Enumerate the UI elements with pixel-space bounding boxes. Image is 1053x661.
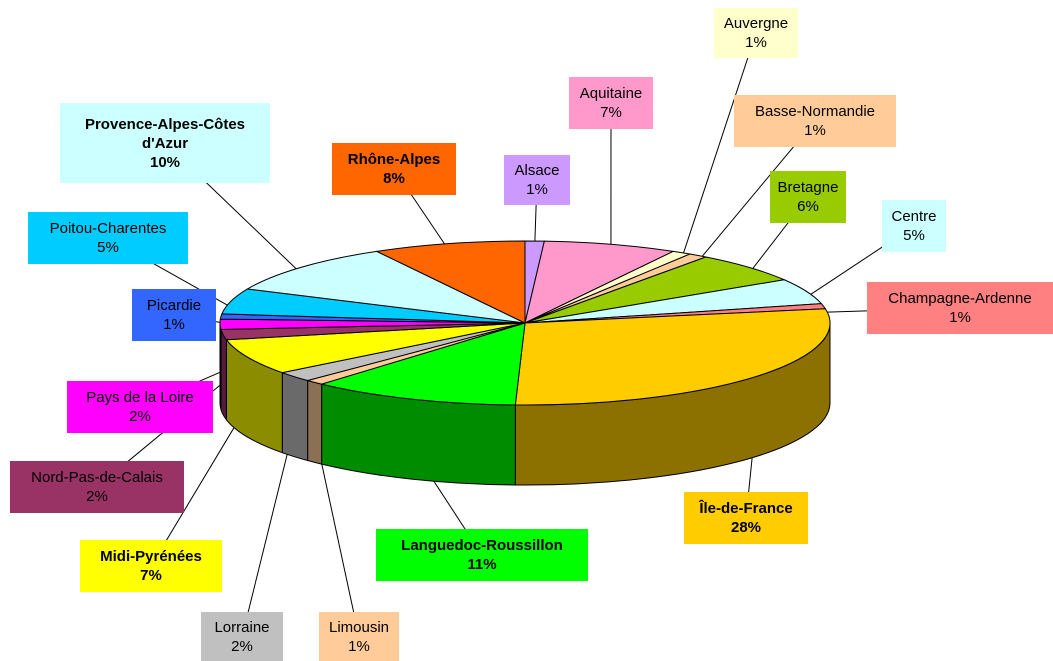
slice-name: Aquitaine [579,85,643,102]
slice-label: Aquitaine 7% [569,77,653,129]
pie-top [219,240,831,406]
slice-name: Pays de la Loire [86,389,194,406]
slice-name: Languedoc-Roussillon [401,537,563,554]
slice-name: Île-de-France [699,500,793,517]
slice-name: Bretagne [777,179,839,196]
leader-line [241,424,295,638]
slice-label: Pays de la Loire 2% [67,381,213,433]
slice-value: 28% [730,519,762,536]
slice-value: 2% [86,488,108,505]
slice-value: 1% [526,181,548,198]
slice-label: Île-de-France 28% [684,492,808,544]
pie-sides [219,322,831,486]
slice-label: Picardie 1% [132,289,216,341]
slice-side [307,379,323,465]
slice-value: 11% [467,556,497,573]
slice-name: Auvergne [723,15,789,32]
leader-line [314,430,360,638]
slice-label: Provence-Alpes-Côtes d'Azur 10% [60,103,270,183]
slice [319,322,526,406]
slice-value: 5% [903,227,925,244]
leader-line [150,404,248,567]
slice-label: Centre 5% [882,200,946,252]
slice-label: Bretagne 6% [770,171,846,223]
slice-name: Rhône-Alpes [347,151,441,168]
slice-value: 1% [745,34,767,51]
slice-name: Provence-Alpes-Côtes d'Azur [84,115,246,152]
slice-label: Nord-Pas-de-Calais 2% [10,461,184,513]
slice-value: 7% [140,567,162,584]
slice-label: Poitou-Charentes 5% [28,212,188,264]
slice-name: Picardie [146,297,202,314]
leader-line [681,32,757,259]
slice-label: Languedoc-Roussillon 11% [376,529,588,581]
slice-name: Lorraine [214,619,270,636]
slice-value: 1% [949,309,971,326]
slice-name: Alsace [514,162,560,179]
slice-name: Limousin [328,619,390,636]
slice-label: Champagne-Ardenne 1% [867,282,1053,334]
slice-label: Rhône-Alpes 8% [332,143,456,195]
slice-value: 7% [600,104,622,121]
slice-name: Midi-Pyrénées [100,548,202,565]
slice-label: Lorraine 2% [201,612,283,661]
slice-value: 1% [163,316,185,333]
slice-name: Champagne-Ardenne [888,290,1032,307]
slice [524,240,675,324]
slice-value: 2% [231,638,253,655]
slice-side [220,329,227,422]
slice [225,322,526,374]
slice-value: 5% [97,239,119,256]
slice-side [281,371,309,462]
slice-name: Basse-Normandie [754,103,876,120]
slice [514,308,831,406]
slice-value: 2% [129,408,151,425]
slice-label: Alsace 1% [504,155,570,205]
slice-side [219,322,222,410]
slice-label: Basse-Normandie 1% [734,95,896,147]
slice-value: 1% [804,122,826,139]
slice-value: 10% [149,153,181,171]
slice-value: 1% [348,638,370,655]
slice-label: Midi-Pyrénées 7% [80,540,222,592]
slice-label: Limousin 1% [319,612,399,661]
slice-name: Centre [891,208,937,225]
slice-name: Nord-Pas-de-Calais [31,469,163,486]
slice-value: 6% [797,198,819,215]
slice [375,240,526,324]
slice-name: Poitou-Charentes [49,220,167,237]
slice [246,250,526,324]
slice-label: Auvergne 1% [714,8,798,58]
slice-value: 8% [383,170,405,187]
